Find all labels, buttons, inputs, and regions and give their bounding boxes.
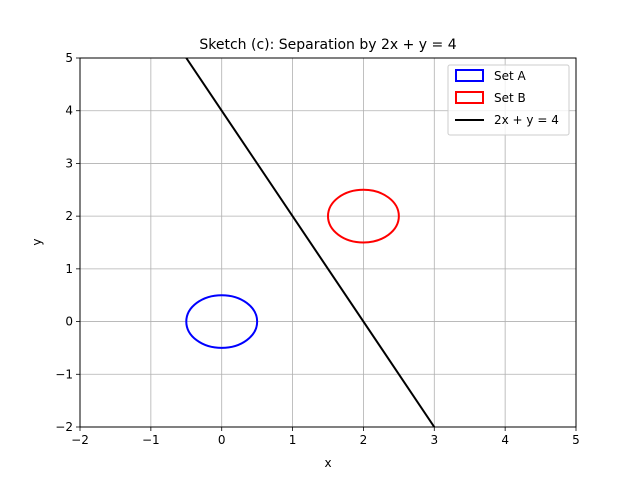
x-tick-label: −1 <box>142 433 160 447</box>
plot-area <box>185 58 436 427</box>
y-tick-label: 4 <box>65 104 73 118</box>
series-0-circle <box>185 294 259 349</box>
x-tick-label: 4 <box>501 433 509 447</box>
x-tick-label: 2 <box>360 433 368 447</box>
y-tick-label: 2 <box>65 209 73 223</box>
x-tick-label: 0 <box>218 433 226 447</box>
ticks: −2 −1 0 1 2 3 4 5 −2 −1 0 1 2 3 4 5 <box>55 51 580 447</box>
y-tick-label: 3 <box>65 156 73 170</box>
legend-label: Set B <box>494 91 526 105</box>
legend-swatch <box>455 69 484 82</box>
chart-title: Sketch (c): Separation by 2x + y = 4 <box>199 37 456 53</box>
x-tick-label: 3 <box>430 433 438 447</box>
y-tick-label: 1 <box>65 262 73 276</box>
axes-frame <box>79 57 577 428</box>
legend-swatch <box>455 91 484 104</box>
legend: Set A Set B 2x + y = 4 <box>447 64 570 136</box>
series-1-circle <box>327 188 400 244</box>
x-tick-label: 1 <box>289 433 297 447</box>
y-tick-label: −1 <box>55 367 73 381</box>
x-axis-label: x <box>324 456 331 470</box>
legend-label: Set A <box>494 69 527 83</box>
y-tick-label: 5 <box>65 51 73 65</box>
y-tick-label: 0 <box>65 315 73 329</box>
x-tick-label: 5 <box>572 433 580 447</box>
y-tick-label: −2 <box>55 420 73 434</box>
y-axis-label: y <box>30 238 44 245</box>
legend-box <box>447 64 570 136</box>
x-tick-label: −2 <box>71 433 89 447</box>
series-2-line <box>185 58 436 427</box>
legend-label: 2x + y = 4 <box>494 113 559 127</box>
